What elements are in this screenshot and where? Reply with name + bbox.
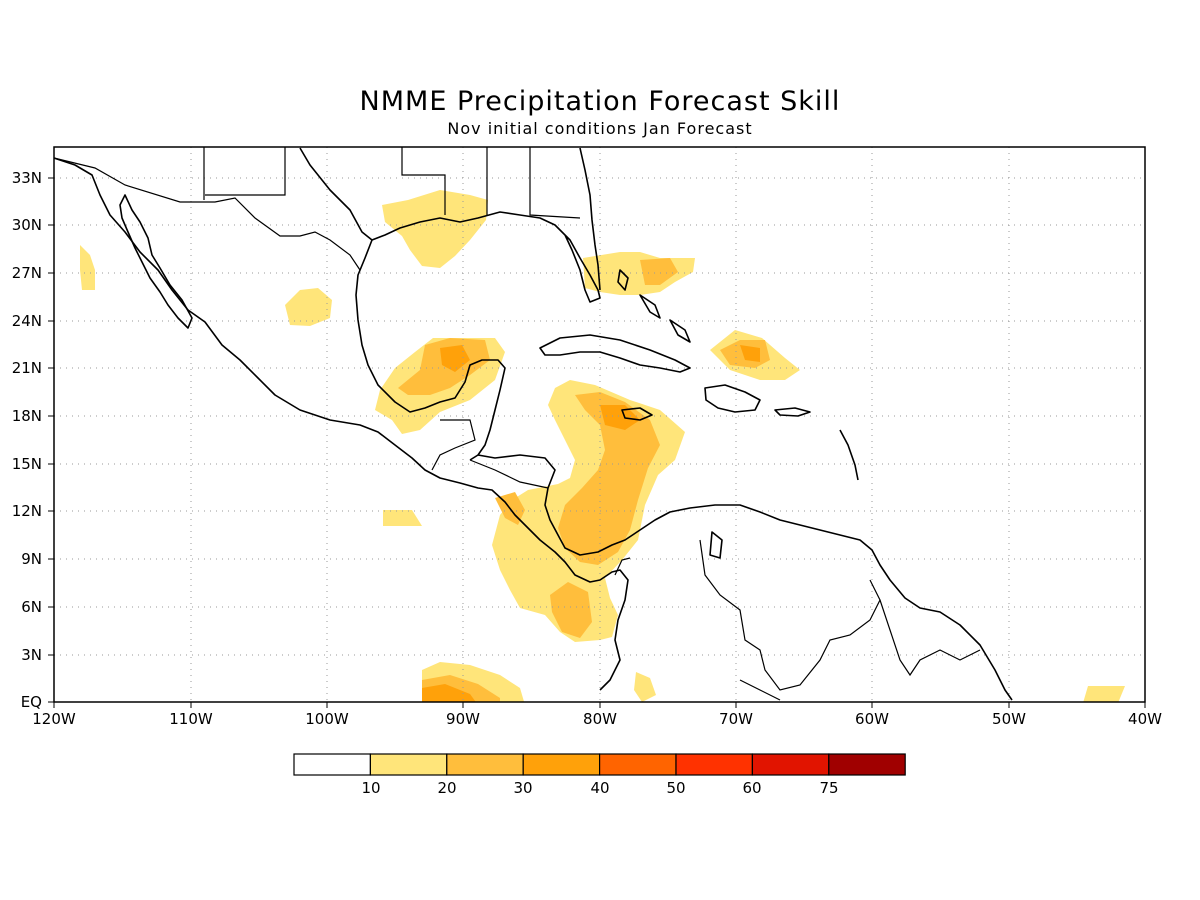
mexico-gulf-west	[355, 239, 506, 461]
lat-tick-label: 6N	[21, 598, 42, 616]
lon-tick-label: 40W	[1128, 710, 1162, 728]
legend-swatch	[598, 753, 677, 776]
guatemala-belize-border	[431, 419, 476, 471]
color-legend: 10 20 30 40 50 60 75	[293, 753, 906, 797]
skill-shading-10-20	[80, 190, 1125, 702]
panama-colombia-border	[614, 557, 631, 576]
lat-tick-label: 3N	[21, 646, 42, 664]
lat-tick-label: 24N	[12, 312, 42, 330]
shading-yucatan-core	[398, 338, 490, 395]
legend-swatch	[446, 753, 524, 776]
baja-california	[119, 194, 193, 329]
legend-label: 30	[513, 779, 532, 797]
bahamas-2	[639, 294, 661, 319]
legend-label: 50	[666, 779, 685, 797]
lesser-antilles	[839, 429, 859, 481]
legend-labels: 10 20 30 40 50 60 75	[361, 779, 838, 797]
map-subtitle: Nov initial conditions Jan Forecast	[447, 119, 752, 138]
lat-tick-label: 21N	[12, 359, 42, 377]
lon-tick-label: 80W	[583, 710, 617, 728]
lat-tick-labels: EQ 3N 6N 9N 12N 15N 18N 21N 24N 27N 30N …	[12, 169, 42, 711]
lon-tick-label: 110W	[169, 710, 213, 728]
shading-bahamas-core	[640, 258, 678, 285]
puerto-rico	[774, 407, 811, 417]
lon-tick-labels: 120W 110W 100W 90W 80W 70W 60W 50W 40W	[32, 710, 1162, 728]
legend-swatches	[293, 753, 906, 776]
lat-tick-label: EQ	[21, 693, 42, 711]
coastlines	[54, 147, 1013, 701]
lon-tick-label: 70W	[719, 710, 753, 728]
lat-lon-grid	[54, 147, 1145, 702]
map-plot-area	[54, 147, 1145, 702]
legend-swatch	[675, 753, 754, 776]
lat-tick-label: 18N	[12, 407, 42, 425]
map-title: NMME Precipitation Forecast Skill	[360, 86, 841, 117]
lat-tick-label: 12N	[12, 502, 42, 520]
shading-equator-peak	[422, 684, 476, 702]
bahamas-3	[669, 319, 691, 343]
jamaica	[621, 407, 653, 421]
us-mexico-border	[54, 157, 361, 271]
skill-shading-30-40	[422, 345, 760, 702]
hispaniola	[704, 384, 761, 413]
lake-maracaibo	[709, 531, 723, 559]
florida-atlantic	[579, 147, 601, 291]
brazil-border	[739, 679, 781, 701]
shading-pacific-12n	[383, 510, 422, 526]
central-america-caribbean	[477, 454, 1013, 701]
pacific-coast-mexico	[54, 157, 629, 691]
shading-colombia	[634, 672, 656, 702]
lon-tick-label: 120W	[32, 710, 76, 728]
lon-tick-label: 100W	[305, 710, 349, 728]
shading-caribbean-ne-peak	[740, 345, 760, 362]
legend-swatch	[522, 753, 601, 776]
lon-tick-label: 90W	[446, 710, 480, 728]
honduras-nicaragua-border	[469, 459, 549, 489]
lon-tick-label: 60W	[855, 710, 889, 728]
lat-tick-label: 9N	[21, 550, 42, 568]
legend-label: 40	[590, 779, 609, 797]
us-state-lines	[203, 147, 581, 219]
legend-label: 10	[361, 779, 380, 797]
lat-tick-label: 33N	[12, 169, 42, 187]
gulf-coast	[299, 147, 601, 303]
legend-swatch	[293, 753, 372, 776]
shading-baja	[80, 245, 95, 290]
legend-label: 20	[437, 779, 456, 797]
legend-swatch	[828, 753, 906, 776]
legend-label: 75	[819, 779, 838, 797]
shading-panama-south	[550, 582, 592, 638]
bahamas	[617, 269, 629, 291]
legend-swatch	[369, 753, 448, 776]
guyana-borders	[879, 599, 981, 677]
cuba	[539, 334, 691, 373]
lon-tick-label: 50W	[992, 710, 1026, 728]
colombia-venezuela-border	[699, 539, 881, 691]
shading-atlantic-eq	[1083, 686, 1125, 702]
shading-central-caribbean-core	[558, 392, 660, 565]
lat-tick-label: 15N	[12, 455, 42, 473]
shading-mexico-west	[285, 288, 332, 326]
legend-label: 60	[742, 779, 761, 797]
lat-tick-label: 27N	[12, 264, 42, 282]
legend-swatch	[751, 753, 830, 776]
lat-tick-label: 30N	[12, 216, 42, 234]
shading-jamaica-peak	[600, 405, 640, 430]
shading-florida-gulf	[382, 190, 488, 268]
axis-ticks	[48, 177, 1146, 708]
